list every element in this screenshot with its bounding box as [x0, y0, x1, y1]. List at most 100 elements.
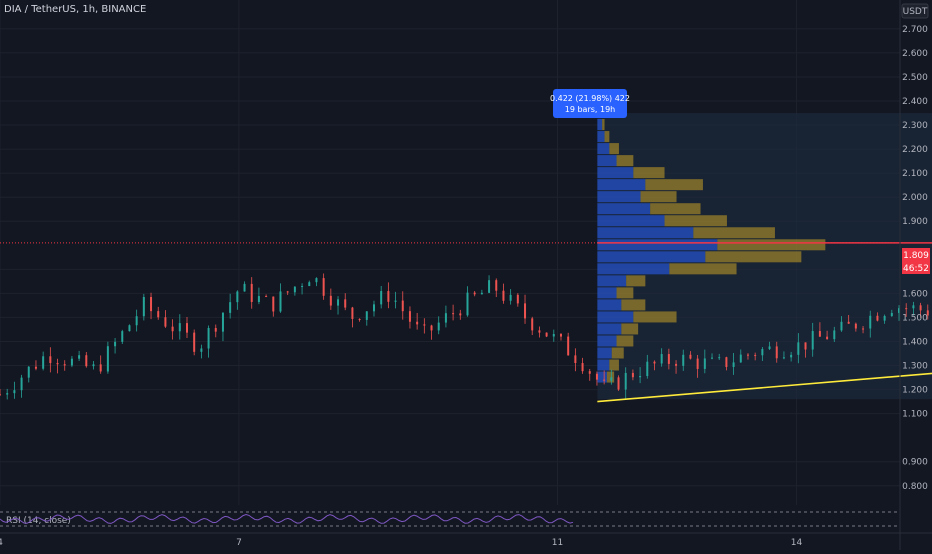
candle-body — [912, 305, 915, 309]
time-tick: 11 — [552, 538, 563, 548]
profile-bar-blue — [597, 347, 612, 359]
trendline-lower-support[interactable] — [597, 267, 932, 403]
countdown-box — [902, 261, 930, 274]
candle-body — [782, 357, 785, 359]
price-tick: 1.600 — [902, 289, 928, 299]
candle-body — [416, 321, 419, 325]
profile-bar-gold — [717, 239, 826, 251]
profile-bar-gold — [650, 203, 701, 215]
candle-body — [653, 361, 656, 364]
candle-body — [322, 278, 325, 296]
profile-bar-gold — [604, 131, 610, 143]
profile-bar-blue — [597, 215, 665, 227]
candle-body — [193, 332, 196, 352]
profile-bar-gold — [640, 191, 677, 203]
candle-body — [293, 286, 296, 293]
candle-body — [106, 346, 109, 372]
price-tick: 1.500 — [902, 313, 928, 323]
price-tick: 1.900 — [902, 217, 928, 227]
candle-body — [711, 357, 714, 359]
candle-body — [78, 355, 81, 359]
candle-body — [545, 332, 548, 337]
candle-body — [164, 317, 167, 327]
candle-body — [121, 331, 124, 342]
candles — [0, 273, 929, 400]
candle-body — [754, 354, 757, 356]
profile-bar-blue — [597, 371, 607, 383]
profile-bar-blue — [597, 263, 670, 275]
candle-body — [725, 357, 728, 367]
profile-bar-gold — [621, 299, 646, 311]
candle-body — [365, 311, 368, 320]
profile-bar-gold — [616, 155, 634, 167]
drawings[interactable] — [0, 111, 932, 403]
price-tick: 1.200 — [902, 386, 928, 396]
price-tick: 2.300 — [902, 121, 928, 131]
candle-body — [221, 312, 224, 332]
candle-body — [811, 331, 814, 350]
profile-bar-blue — [597, 191, 641, 203]
candle-body — [92, 364, 95, 367]
candle-body — [13, 390, 16, 394]
candle-body — [430, 325, 433, 331]
candle-body — [27, 366, 30, 378]
profile-bar-blue — [597, 179, 646, 191]
candle-body — [6, 393, 9, 395]
current-price-tag: 1.809 46:52 — [902, 248, 930, 274]
candle-body — [559, 334, 562, 337]
candle-body — [538, 330, 541, 333]
profile-bar-blue — [597, 203, 651, 215]
candle-body — [308, 282, 311, 287]
profile-bar-blue — [597, 299, 622, 311]
candle-body — [624, 372, 627, 390]
profile-bar-gold — [633, 311, 677, 323]
profile-bar-gold — [705, 251, 802, 263]
profile-bar-blue — [597, 131, 605, 143]
profile-bar-blue — [597, 359, 610, 371]
profile-bar-gold — [616, 287, 634, 299]
profile-bar-blue — [597, 119, 603, 131]
candle-body — [646, 361, 649, 377]
profile-bar-blue — [597, 239, 718, 251]
volume-profile — [597, 113, 932, 400]
rsi-line — [0, 513, 574, 524]
time-tick: 14 — [791, 538, 803, 548]
measure-tooltip-box — [553, 89, 627, 118]
candle-body — [265, 296, 268, 298]
profile-bar-gold — [633, 167, 665, 179]
profile-bar-blue — [597, 251, 706, 263]
candle-body — [99, 364, 102, 372]
candle-body — [739, 354, 742, 363]
current-price-label: 1.809 — [903, 251, 929, 261]
profile-bar-blue — [597, 323, 622, 335]
price-tick: 2.600 — [902, 49, 928, 59]
candle-body — [0, 394, 1, 396]
price-tick: 1.400 — [902, 337, 928, 347]
candle-body — [243, 283, 246, 292]
candle-body — [351, 307, 354, 319]
candle-body — [337, 299, 340, 306]
price-tick: 2.100 — [902, 169, 928, 179]
time-tick: 4 — [0, 538, 3, 548]
candle-body — [495, 280, 498, 291]
candle-body — [157, 311, 160, 318]
candle-body — [56, 363, 59, 365]
candle-body — [401, 300, 404, 312]
candle-body — [847, 321, 850, 324]
candle-body — [768, 346, 771, 350]
price-tick: 2.400 — [902, 97, 928, 107]
price-tick: 0.900 — [902, 458, 928, 468]
candle-body — [20, 377, 23, 391]
profile-bar-gold — [669, 263, 737, 275]
candle-body — [524, 303, 527, 319]
price-tick: 1.300 — [902, 362, 928, 372]
profile-bar-blue — [597, 155, 617, 167]
candle-body — [63, 364, 66, 366]
candle-body — [761, 349, 764, 356]
profile-bar-blue — [597, 287, 617, 299]
candle-body — [394, 300, 397, 302]
candle-body — [818, 331, 821, 337]
candle-body — [480, 292, 483, 295]
